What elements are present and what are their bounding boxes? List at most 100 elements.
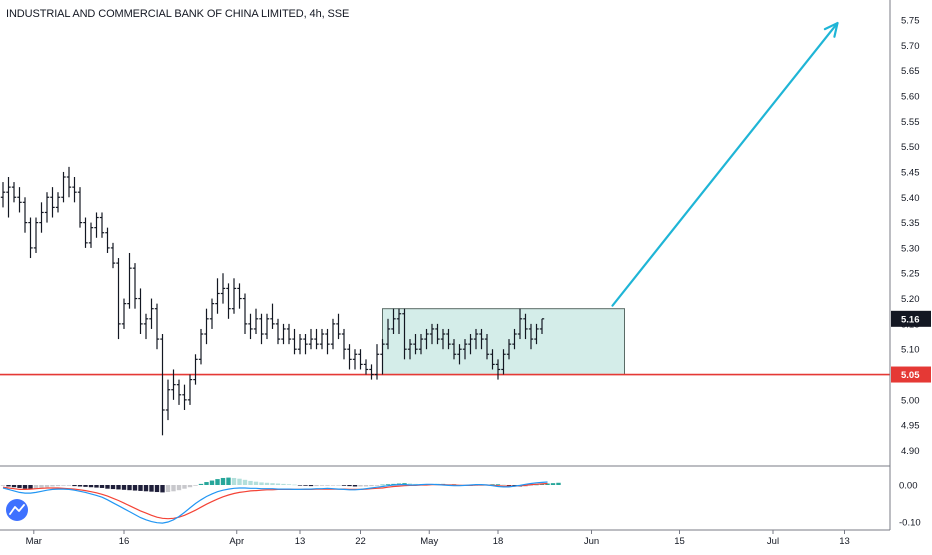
ohlc-bar	[99, 212, 105, 238]
macd-tick-label: 0.00	[899, 481, 918, 492]
ohlc-bar	[402, 308, 407, 360]
macd-histogram-bar	[270, 483, 275, 485]
ohlc-bar	[501, 349, 506, 375]
price-tick-label: 5.25	[901, 269, 920, 280]
ohlc-bar	[116, 258, 121, 340]
macd-histogram-bar	[264, 482, 270, 485]
ohlc-bar	[446, 328, 451, 350]
ohlc-bar	[468, 334, 473, 355]
macd-histogram-bar	[17, 485, 22, 488]
macd-histogram-bar	[407, 483, 413, 485]
macd-histogram-bar	[55, 485, 61, 487]
price-tick-label: 5.40	[901, 193, 920, 204]
macd-histogram-bar	[545, 483, 550, 485]
time-tick-label: Mar	[26, 536, 42, 547]
time-tick-label: 16	[119, 536, 130, 547]
ohlc-bar	[396, 308, 402, 335]
macd-histogram-bar	[193, 485, 198, 486]
last-price-tag-text: 5.16	[901, 314, 920, 325]
ohlc-bar	[473, 328, 479, 350]
macd-histogram-bar	[39, 485, 44, 488]
macd-histogram-bar	[72, 485, 77, 487]
macd-histogram-bar	[330, 485, 336, 486]
macd-histogram-bar	[297, 485, 303, 486]
macd-histogram-bar	[171, 485, 176, 492]
price-tick-label: 5.60	[901, 91, 920, 102]
ohlc-bar	[220, 273, 226, 304]
macd-histogram-bar	[336, 485, 341, 486]
macd-histogram-bar	[242, 479, 248, 485]
ohlc-bar	[325, 328, 330, 355]
time-tick-label: Apr	[229, 536, 244, 547]
ohlc-bar	[143, 313, 149, 340]
macd-histogram-bar	[11, 485, 17, 488]
ohlc-bar	[270, 303, 275, 329]
ohlc-bar	[281, 323, 286, 345]
macd-histogram-bar	[556, 482, 561, 485]
ohlc-bar	[171, 369, 176, 400]
price-tick-label: 5.65	[901, 66, 920, 77]
ohlc-bar	[160, 334, 165, 436]
ohlc-bar	[187, 374, 193, 405]
macd-histogram-bar	[160, 485, 165, 493]
ohlc-bar	[380, 339, 385, 375]
ohlc-bar	[165, 379, 171, 421]
macd-histogram-bar	[319, 485, 325, 486]
time-tick-label: 13	[295, 536, 306, 547]
macd-histogram-bar	[83, 485, 88, 487]
macd-line	[2, 481, 548, 524]
ohlc-bar	[429, 323, 435, 345]
macd-histogram-bar	[220, 477, 226, 485]
ohlc-bar	[149, 298, 154, 329]
macd-histogram-bar	[231, 477, 237, 485]
macd-histogram-bar	[253, 481, 259, 485]
ohlc-bar	[237, 283, 242, 309]
macd-histogram-bar	[132, 485, 138, 491]
macd-histogram-bar	[325, 485, 330, 486]
ohlc-bar	[204, 308, 209, 345]
price-tick-label: 5.50	[901, 142, 920, 153]
ohlc-bar	[248, 313, 253, 340]
ohlc-bar	[264, 313, 270, 340]
ohlc-bar	[77, 187, 83, 228]
ohlc-bar	[457, 344, 462, 365]
price-tick-label: 5.55	[901, 117, 920, 128]
macd-histogram-bar	[28, 485, 33, 490]
macd-tick-label: -0.10	[899, 518, 921, 529]
ohlc-bar	[259, 313, 264, 345]
macd-histogram-bar	[110, 485, 116, 490]
ohlc-bar	[121, 298, 127, 329]
ohlc-bar	[534, 323, 539, 345]
macd-histogram-bar	[50, 485, 55, 487]
macd-histogram-bar	[363, 485, 369, 487]
ohlc-bar	[44, 192, 50, 223]
time-tick-label: 13	[839, 536, 850, 547]
ohlc-bar	[440, 328, 446, 350]
ohlc-bar	[127, 252, 132, 309]
ohlc-bar	[193, 354, 198, 385]
ohlc-bar	[242, 293, 248, 335]
logo-mark	[9, 504, 25, 515]
forecast-arrow[interactable]	[611, 21, 839, 307]
ohlc-bar	[182, 384, 187, 410]
price-tick-label: 5.20	[901, 294, 920, 305]
tradingview-logo-icon[interactable]	[6, 499, 28, 521]
ohlc-bar	[391, 308, 396, 335]
macd-histogram-bar	[61, 485, 66, 486]
ohlc-bar	[176, 379, 182, 405]
ohlc-bar	[451, 339, 457, 360]
price-tick-label: 5.75	[901, 16, 920, 27]
ohlc-bar	[303, 334, 308, 355]
time-tick-label: Jun	[584, 536, 599, 547]
ohlc-bar	[105, 227, 110, 253]
ohlc-bar	[275, 318, 281, 345]
macd-histogram-bar	[347, 485, 352, 487]
forecast-arrow-head	[823, 21, 839, 38]
price-tick-label: 5.35	[901, 218, 920, 229]
ohlc-bar	[512, 328, 517, 350]
ohlc-bar	[418, 334, 424, 355]
macd-histogram-bar	[176, 485, 182, 491]
ohlc-bar	[154, 303, 160, 350]
